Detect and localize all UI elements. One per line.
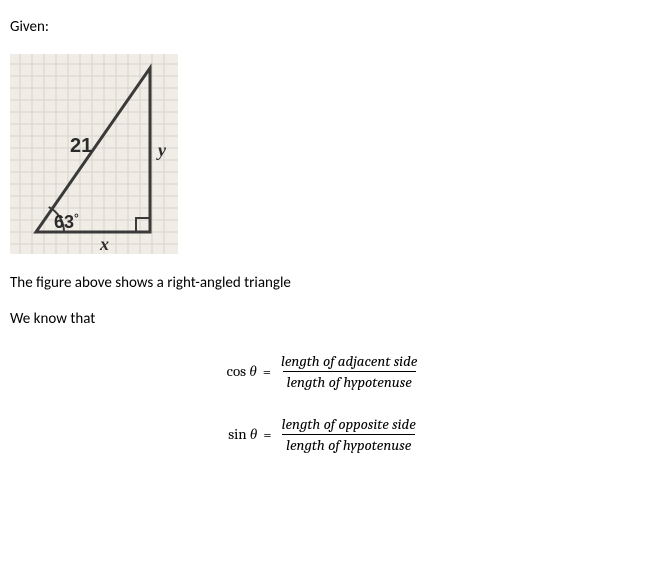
triangle-svg: 21 y x 63° [10, 54, 178, 254]
triangle-figure: 21 y x 63° [10, 54, 638, 254]
figure-caption: The figure above shows a right-angled tr… [10, 274, 638, 292]
cos-numerator: length of adjacent side [277, 352, 421, 371]
sin-numerator: length of opposite side [278, 415, 420, 434]
sin-lhs: sin θ [228, 425, 257, 444]
equals-sign: = [263, 363, 271, 381]
sin-formula: sin θ = length of opposite side length o… [10, 415, 638, 454]
cos-formula: cos θ = length of adjacent side length o… [10, 352, 638, 391]
cos-lhs: cos θ [227, 362, 257, 381]
given-label: Given: [10, 18, 638, 36]
label-adjacent: x [99, 234, 109, 254]
equals-sign: = [263, 426, 271, 444]
sin-fraction: length of opposite side length of hypote… [278, 415, 420, 454]
label-opposite: y [156, 140, 167, 160]
figure-bg [10, 54, 178, 254]
we-know-label: We know that [10, 310, 638, 328]
sin-denominator: length of hypotenuse [282, 434, 415, 454]
label-hypotenuse: 21 [70, 135, 92, 157]
cos-fraction: length of adjacent side length of hypote… [277, 352, 421, 391]
cos-denominator: length of hypotenuse [283, 371, 416, 391]
